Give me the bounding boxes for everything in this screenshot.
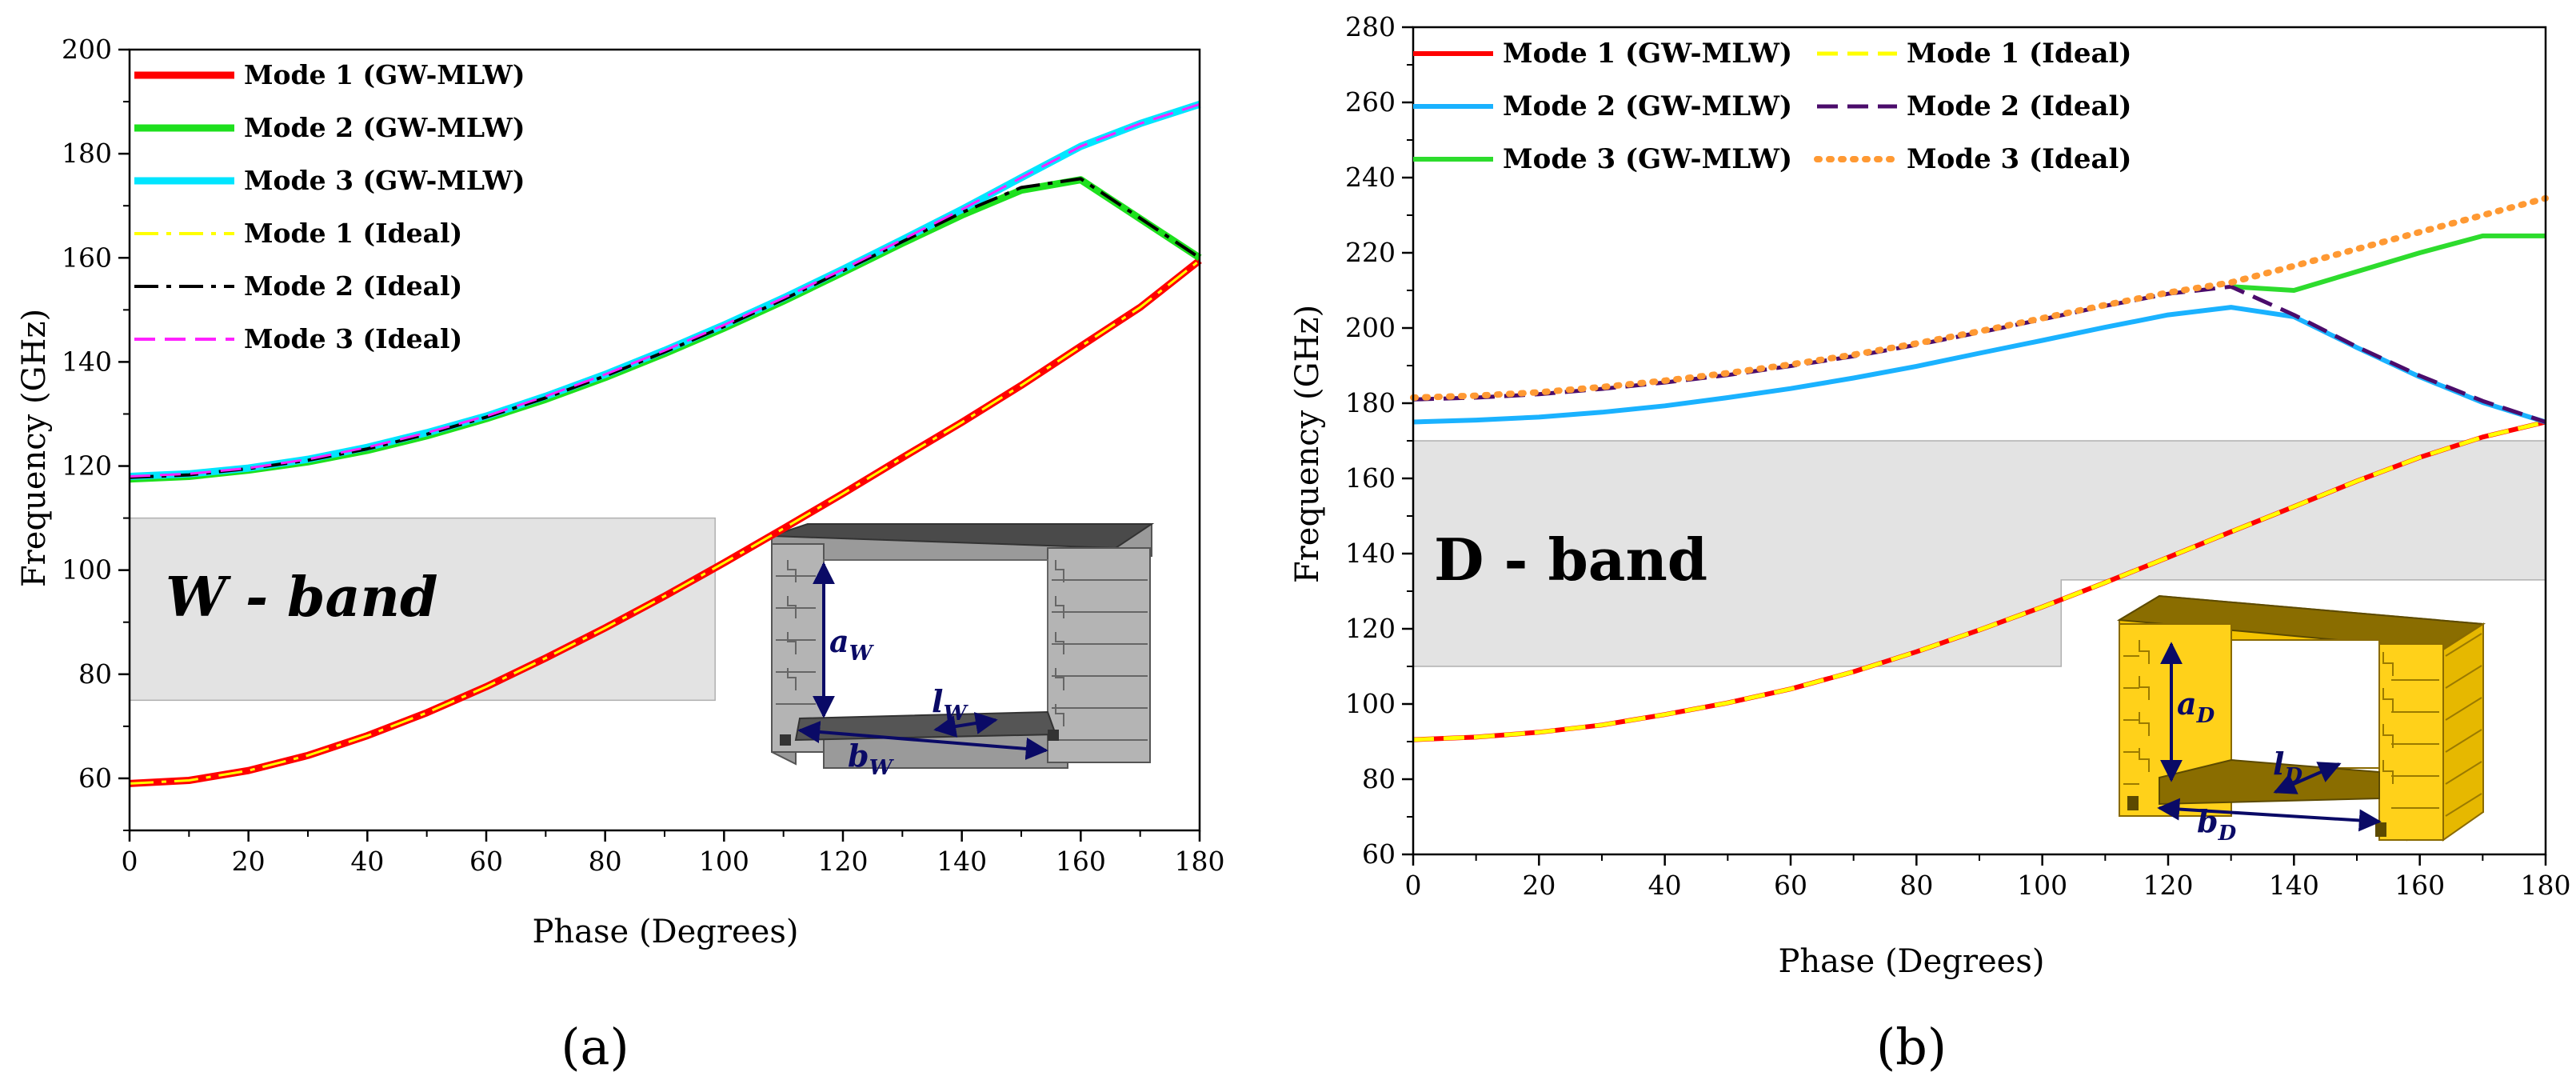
x-axis-label-b: Phase (Degrees) — [1779, 943, 2045, 980]
y-tick-label: 280 — [1345, 11, 1396, 42]
y-tick-label: 60 — [78, 762, 112, 794]
d-band-label: D - band — [1434, 526, 1707, 594]
x-tick-label: 140 — [937, 846, 987, 877]
w-band-region — [129, 517, 716, 702]
chart-panel-b: D - band aD bD lD — [1289, 11, 2571, 1076]
legend-label: Mode 2 (Ideal) — [244, 270, 462, 302]
x-tick-label: 160 — [1056, 846, 1106, 877]
chart-panel-a: W - band aW bW lW 0 20 40 6 — [16, 34, 1225, 1076]
series-line-6 — [1410, 194, 2549, 401]
panel-label-a: (a) — [561, 1018, 629, 1076]
x-tick-label: 80 — [589, 846, 622, 877]
y-axis-label-a: Frequency (GHz) — [16, 309, 53, 587]
y-tick-label: 180 — [1345, 387, 1396, 418]
y-tick-label: 200 — [1345, 312, 1396, 343]
x-tick-label: 180 — [2521, 870, 2571, 901]
y-tick-label: 100 — [62, 554, 112, 586]
y-tick-label: 80 — [1362, 763, 1396, 794]
legend-label: Mode 3 (GW-MLW) — [244, 165, 525, 196]
x-tick-label: 20 — [232, 846, 266, 877]
y-tick-label: 260 — [1345, 86, 1396, 118]
x-tick-label: 40 — [1648, 870, 1682, 901]
legend-label: Mode 2 (GW-MLW) — [1503, 90, 1792, 122]
series-line-4 — [1412, 420, 2546, 742]
series-line-4 — [129, 259, 1200, 785]
legend-label: Mode 2 (GW-MLW) — [244, 112, 525, 143]
x-tick-label: 60 — [469, 846, 503, 877]
y-axis-label-b: Frequency (GHz) — [1289, 305, 1326, 583]
series-lines-b — [1410, 194, 2549, 742]
panel-label-b: (b) — [1876, 1018, 1947, 1076]
x-tick-label: 0 — [1405, 870, 1422, 901]
y-tick-label: 160 — [1345, 462, 1396, 494]
y-tick-label: 200 — [62, 34, 112, 65]
y-tick-label: 60 — [1362, 838, 1396, 870]
d-band-waveguide-inset: aD bD lD — [2116, 594, 2486, 846]
inset-a-label-l: lW — [932, 683, 968, 726]
y-ticks-a: 60 80 100 120 140 160 180 200 — [62, 34, 130, 831]
x-tick-label: 40 — [350, 846, 384, 877]
x-tick-label: 120 — [818, 846, 869, 877]
inset-b-label-b: bD — [2197, 803, 2237, 846]
legend-a: Mode 1 (GW-MLW) Mode 2 (GW-MLW) Mode 3 (GW… — [134, 59, 525, 354]
w-band-label: W - band — [166, 566, 438, 630]
legend-label: Mode 1 (Ideal) — [244, 218, 462, 249]
y-tick-label: 240 — [1345, 162, 1396, 193]
y-tick-label: 160 — [62, 242, 112, 273]
y-tick-label: 180 — [62, 138, 112, 169]
x-tick-label: 140 — [2269, 870, 2319, 901]
legend-b: Mode 1 (GW-MLW) Mode 2 (GW-MLW) Mode 3 (GW… — [1413, 38, 2131, 175]
y-tick-label: 80 — [78, 658, 112, 690]
y-ticks-b: 60 80 100 120 140 160 180 200 220 240 260 280 — [1345, 11, 1413, 870]
y-tick-label: 100 — [1345, 688, 1396, 719]
x-tick-label: 100 — [699, 846, 749, 877]
x-axis-label-a: Phase (Degrees) — [533, 914, 799, 950]
y-tick-label: 140 — [1345, 538, 1396, 569]
inset-a-label-b: bW — [848, 738, 895, 780]
x-tick-label: 180 — [1175, 846, 1225, 877]
y-tick-label: 120 — [1345, 613, 1396, 644]
x-tick-label: 120 — [2143, 870, 2194, 901]
legend-label: Mode 3 (Ideal) — [244, 323, 462, 354]
inset-a-label-a: aW — [829, 623, 875, 666]
w-band-waveguide-inset: aW bW lW — [771, 523, 1155, 780]
x-tick-label: 80 — [1899, 870, 1933, 901]
x-tick-label: 100 — [2017, 870, 2067, 901]
legend-label: Mode 1 (GW-MLW) — [1503, 38, 1792, 70]
legend-label: Mode 3 (Ideal) — [1907, 143, 2131, 175]
series-line-2 — [1412, 305, 2546, 425]
series-line-6 — [129, 102, 1200, 478]
x-ticks-b: 0 20 40 60 80 100 120 140 160 180 — [1405, 854, 2571, 901]
legend-label: Mode 1 (GW-MLW) — [244, 59, 525, 90]
legend-label: Mode 3 (GW-MLW) — [1503, 143, 1792, 175]
series-lines-a — [129, 101, 1202, 787]
x-tick-label: 60 — [1774, 870, 1807, 901]
x-tick-label: 160 — [2394, 870, 2445, 901]
y-tick-label: 120 — [62, 450, 112, 482]
y-tick-label: 220 — [1345, 237, 1396, 268]
x-tick-label: 20 — [1522, 870, 1556, 901]
series-line-5 — [129, 177, 1201, 479]
x-ticks-a: 0 20 40 60 80 100 120 140 160 180 — [122, 830, 1225, 877]
series-line-3 — [2231, 233, 2546, 293]
legend-label: Mode 2 (Ideal) — [1907, 90, 2131, 122]
y-tick-label: 140 — [62, 346, 112, 377]
legend-label: Mode 1 (Ideal) — [1907, 38, 2131, 70]
inset-b-label-l: lD — [2273, 746, 2302, 788]
x-tick-label: 0 — [122, 846, 138, 877]
series-line-5 — [1412, 284, 2546, 424]
inset-b-label-a: aD — [2177, 686, 2215, 728]
